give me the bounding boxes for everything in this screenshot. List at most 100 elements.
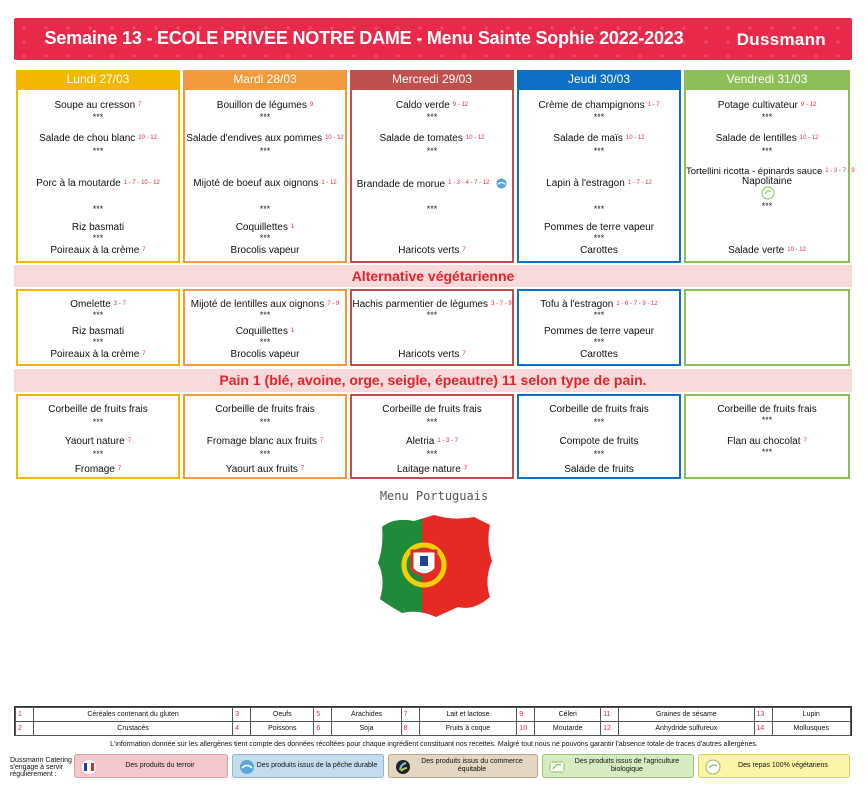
separator: ***	[259, 417, 271, 427]
menu-cell-vendredi: Potage cultivateur 9 - 12 *** Salade de l…	[684, 88, 855, 263]
separator: ***	[259, 337, 271, 347]
special-menu-label: Menu Portuguais	[379, 489, 489, 503]
badge-vegetarien: Des repas 100% végétariens	[698, 754, 850, 778]
menu-main: Mijoté de boeuf aux oignons 1 - 12	[193, 178, 337, 189]
separator: ***	[593, 146, 605, 156]
separator: ***	[426, 417, 438, 427]
veg-side2: Carottes	[580, 349, 618, 360]
menu-starter: Salade d'endives aux pommes 10 - 12	[186, 133, 344, 144]
dessert-fruit: Corbeille de fruits frais	[549, 404, 649, 415]
veg-cell-mercredi: Hachis parmentier de légumes 3 - 7 - 9 **…	[350, 289, 514, 366]
menu-cell-lundi: Soupe au cresson 7 *** Salade de chou bla…	[16, 88, 180, 263]
menu-main: Porc à la moutarde 1 - 7 - 10 - 12	[36, 178, 160, 189]
fair-trade-icon	[396, 760, 410, 774]
separator: ***	[92, 112, 104, 122]
vegetarian-band: Alternative végétarienne	[14, 265, 852, 287]
separator: ***	[259, 112, 271, 122]
veg-cell-jeudi: Tofu à l'estragon 1 - 6 - 7 - 9 - 12 *** …	[517, 289, 681, 366]
dessert-2: Fromage 7	[74, 464, 122, 475]
separator: ***	[761, 112, 773, 122]
dessert-2: Salade de fruits	[564, 464, 634, 475]
separator: ***	[426, 204, 438, 214]
menu-soup: Potage cultivateur 9 - 12	[717, 100, 817, 111]
veg-main: Hachis parmentier de légumes 3 - 7 - 9	[352, 299, 512, 310]
veg-side1: Coquillettes 1	[235, 326, 295, 337]
separator: ***	[593, 449, 605, 459]
badge-bio: Des produits issus de l'agriculture biol…	[542, 754, 694, 778]
separator: ***	[259, 310, 271, 320]
separator: ***	[426, 146, 438, 156]
menu-main-line2: Napolitaine	[741, 176, 793, 187]
menu-soup: Soupe au cresson 7	[54, 100, 142, 111]
separator: ***	[259, 233, 271, 243]
veg-side2: Haricots verts 7	[398, 349, 466, 360]
allergen-legend: 1 Céréales contenant du gluten 3 Oeufs 5 Ar…	[14, 706, 852, 736]
separator: ***	[593, 204, 605, 214]
separator: ***	[92, 417, 104, 427]
separator: ***	[593, 310, 605, 320]
dessert-cell-vendredi: Corbeille de fruits frais *** Flan au ch…	[684, 394, 850, 479]
dessert-fruit: Corbeille de fruits frais	[382, 404, 482, 415]
separator: ***	[92, 204, 104, 214]
page-title: Semaine 13 - ECOLE PRIVEE NOTRE DAME - M…	[44, 28, 684, 48]
badge-equitable: Des produits issus du commerce équitable	[388, 754, 538, 778]
menu-side1: Coquillettes 1	[235, 222, 295, 233]
dessert-1: Aletria 1 - 3 - 7	[405, 436, 459, 447]
veg-side1: Pommes de terre vapeur	[543, 326, 655, 337]
veg-main: Omelette 3 - 7	[70, 299, 126, 310]
menu-main: Tortellini ricotta - épinards sauce 1 - 3…	[686, 166, 855, 177]
menu-soup: Caldo verde 9 - 12	[395, 100, 469, 111]
menu-side1: Riz basmati	[71, 222, 125, 233]
organic-icon	[549, 761, 565, 773]
veggie-icon	[761, 186, 775, 200]
separator: ***	[259, 146, 271, 156]
portugal-flag-icon	[378, 515, 492, 617]
separator: ***	[259, 204, 271, 214]
veg-side2: Poireaux à la crème 7	[50, 349, 146, 360]
dessert-cell-mercredi: Corbeille de fruits frais *** Aletria 1 -…	[350, 394, 514, 479]
menu-starter: Salade de lentilles 10 - 12	[715, 133, 819, 144]
separator: ***	[593, 233, 605, 243]
separator: ***	[761, 415, 773, 425]
veg-side1: Riz basmati	[71, 326, 125, 337]
menu-cell-jeudi: Crème de champignons 1 - 7 *** Salade de …	[517, 88, 681, 263]
separator: ***	[593, 112, 605, 122]
dessert-cell-jeudi: Corbeille de fruits frais *** Compote de…	[517, 394, 681, 479]
veg-cell-lundi: Omelette 3 - 7 *** Riz basmati *** Poirea…	[16, 289, 180, 366]
sustainable-fishing-icon	[496, 178, 507, 189]
dessert-2: Yaourt aux fruits 7	[225, 464, 305, 475]
menu-side2: Poireaux à la crème 7	[50, 245, 146, 256]
day-header-jeudi: Jeudi 30/03	[517, 70, 681, 88]
separator: ***	[92, 449, 104, 459]
local-product-icon	[82, 760, 96, 774]
header-pattern	[14, 18, 852, 60]
dessert-cell-lundi: Corbeille de fruits frais *** Yaourt nat…	[16, 394, 180, 479]
menu-side1: Pommes de terre vapeur	[543, 222, 655, 233]
day-header-mercredi: Mercredi 29/03	[350, 70, 514, 88]
bread-band: Pain 1 (blé, avoine, orge, seigle, épeau…	[14, 369, 852, 392]
separator: ***	[92, 310, 104, 320]
menu-main: Brandade de morue 1 - 3 - 4 - 7 - 12	[352, 178, 512, 190]
badge-peche: Des produits issus de la pêche durable	[232, 754, 384, 778]
dessert-1: Compote de fruits	[559, 436, 639, 447]
menu-side2: Carottes	[580, 245, 618, 256]
dessert-1: Yaourt nature 7	[64, 436, 132, 447]
dessert-fruit: Corbeille de fruits frais	[48, 404, 148, 415]
menu-starter: Salade de tomates 10 - 12	[379, 133, 485, 144]
menu-soup: Crème de champignons 1 - 7	[538, 100, 660, 111]
day-header-vendredi: Vendredi 31/03	[684, 70, 850, 88]
day-header-lundi: Lundi 27/03	[16, 70, 180, 88]
veg-main: Mijoté de lentilles aux oignons 7 - 9	[190, 299, 340, 310]
allergen-disclaimer: L'information donnée sur les allergènes …	[110, 741, 758, 748]
veg-side2: Brocolis vapeur	[230, 349, 300, 360]
separator: ***	[92, 146, 104, 156]
separator: ***	[92, 233, 104, 243]
menu-starter: Salade de chou blanc 10 - 12	[39, 133, 157, 144]
menu-cell-mercredi: Caldo verde 9 - 12 *** Salade de tomates 1…	[350, 88, 514, 263]
veg-main: Tofu à l'estragon 1 - 6 - 7 - 9 - 12	[540, 299, 658, 310]
menu-main: Lapin à l'estragon 1 - 7 - 12	[546, 178, 652, 189]
menu-side2: Brocolis vapeur	[230, 245, 300, 256]
separator: ***	[593, 417, 605, 427]
veggie-icon	[705, 759, 721, 775]
dessert-fruit: Corbeille de fruits frais	[215, 404, 315, 415]
